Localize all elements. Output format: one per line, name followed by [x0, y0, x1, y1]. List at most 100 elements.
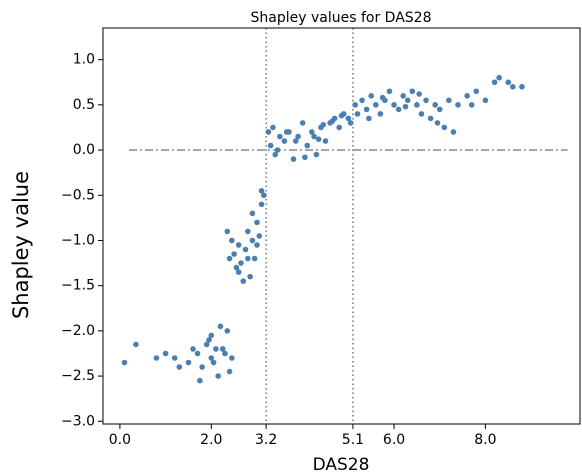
point: [302, 154, 308, 161]
point: [261, 192, 267, 199]
point: [222, 350, 228, 357]
point: [247, 273, 253, 280]
chart-title: Shapley values for DAS28: [251, 10, 432, 26]
point: [379, 94, 386, 101]
point: [404, 97, 411, 104]
point: [450, 129, 457, 135]
point: [455, 102, 461, 108]
point: [299, 120, 306, 126]
point: [322, 138, 329, 144]
point: [441, 124, 448, 131]
point: [391, 102, 397, 108]
point: [281, 138, 288, 144]
point: [311, 133, 317, 140]
point: [338, 112, 345, 119]
point: [290, 156, 297, 162]
y-tick-label: −2.0: [61, 323, 95, 339]
point: [258, 201, 265, 208]
point: [436, 106, 443, 113]
point: [446, 97, 452, 104]
point: [240, 278, 247, 284]
x-tick-label: 5.1: [342, 432, 364, 448]
point: [251, 255, 258, 262]
point: [277, 133, 283, 140]
point: [416, 91, 422, 97]
point: [274, 147, 281, 153]
point: [320, 121, 327, 128]
point: [304, 142, 311, 149]
y-tick-label: −3.0: [61, 413, 95, 429]
point: [519, 83, 525, 90]
point: [217, 323, 224, 330]
point: [249, 237, 256, 244]
point: [194, 350, 201, 357]
point: [238, 260, 244, 266]
y-tick-label: −0.5: [61, 187, 95, 203]
point: [377, 111, 384, 117]
point: [418, 111, 425, 117]
point: [505, 79, 512, 86]
point: [235, 269, 242, 275]
point: [171, 355, 178, 361]
point: [219, 346, 226, 352]
point: [402, 103, 409, 110]
point: [242, 246, 249, 253]
point: [329, 118, 336, 124]
point: [409, 88, 416, 95]
y-axis-label: Shapley value: [9, 171, 33, 319]
point: [226, 255, 233, 262]
y-tick-label: 0.0: [73, 142, 95, 158]
point: [270, 124, 276, 131]
point: [133, 341, 139, 348]
point: [267, 142, 274, 149]
y-tick-label: −1.0: [61, 232, 95, 248]
point: [309, 129, 315, 135]
point: [366, 115, 372, 122]
x-tick-label: 3.2: [255, 432, 277, 448]
x-tick-label: 2.0: [200, 432, 222, 448]
point: [256, 233, 263, 239]
point: [208, 332, 215, 339]
point: [121, 359, 128, 366]
point: [185, 359, 192, 366]
point: [224, 328, 231, 334]
point: [210, 359, 217, 366]
point: [208, 355, 215, 361]
point: [352, 102, 359, 108]
point: [235, 242, 242, 248]
point: [491, 79, 498, 86]
y-tick-label: 1.0: [73, 52, 95, 68]
point: [206, 337, 212, 343]
point: [199, 364, 205, 370]
point: [254, 242, 260, 248]
point: [226, 368, 233, 375]
point: [363, 106, 370, 113]
point: [231, 251, 237, 257]
point: [400, 93, 406, 99]
point: [354, 111, 361, 117]
point: [224, 228, 231, 235]
point: [347, 120, 354, 126]
x-tick-label: 8.0: [474, 432, 496, 448]
point: [176, 364, 183, 370]
point: [265, 129, 272, 135]
point: [464, 93, 470, 99]
y-tick-label: 0.5: [73, 97, 95, 113]
point: [368, 93, 374, 99]
point: [229, 237, 235, 244]
point: [215, 373, 221, 379]
point: [434, 120, 441, 126]
point: [254, 219, 260, 226]
x-tick-label: 0.0: [109, 432, 131, 448]
point: [432, 102, 438, 108]
point: [315, 136, 322, 143]
point: [233, 264, 240, 271]
point: [427, 115, 434, 122]
point: [414, 102, 420, 108]
y-tick-label: −2.5: [61, 368, 95, 384]
point: [162, 350, 169, 357]
point: [249, 210, 256, 217]
point: [313, 151, 320, 158]
plot-frame: [102, 27, 581, 425]
